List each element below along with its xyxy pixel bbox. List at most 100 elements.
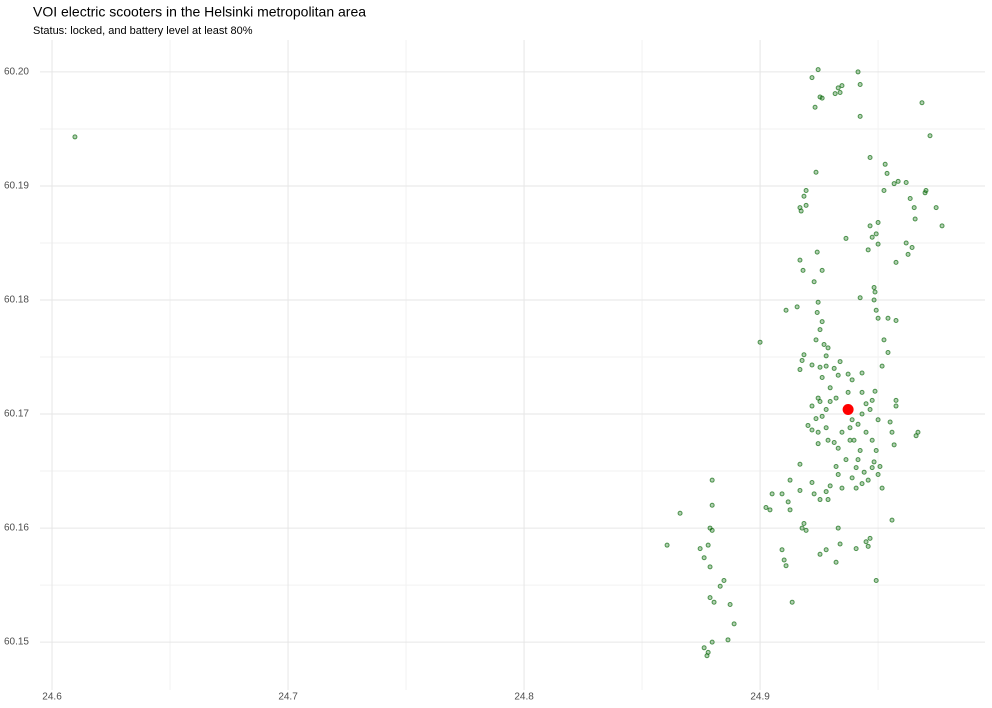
scooter-point <box>817 497 823 503</box>
scooter-point <box>817 327 823 333</box>
y-tick-label: 60.18 <box>4 295 29 306</box>
scooter-point <box>891 181 897 187</box>
scooter-point <box>869 234 875 240</box>
x-tick-label: 24.8 <box>514 692 534 703</box>
scooter-point <box>813 416 819 422</box>
scooter-point <box>859 411 865 417</box>
scooter-point <box>839 83 845 89</box>
highlight-point <box>842 403 854 415</box>
scooter-point <box>727 601 733 607</box>
scooter-point <box>664 542 670 548</box>
scooter-point <box>857 113 863 119</box>
scooter-point <box>865 247 871 253</box>
scooter-point <box>783 563 789 569</box>
scooter-point <box>872 289 878 295</box>
scooter-point <box>803 188 809 194</box>
scooter-point <box>927 133 933 139</box>
scooter-point <box>873 307 879 313</box>
scooter-point <box>903 180 909 186</box>
scooter-point <box>895 178 901 184</box>
scooter-point <box>819 375 825 381</box>
scooter-point <box>794 304 800 310</box>
scooter-point <box>871 297 877 303</box>
scooter-point <box>757 339 763 345</box>
scooter-point <box>725 637 731 643</box>
scooter-point <box>843 457 849 463</box>
scooter-point <box>833 395 839 401</box>
scooter-point <box>809 403 815 409</box>
scooter-point <box>855 457 861 463</box>
scooter-point <box>853 546 859 552</box>
scooter-point <box>825 345 831 351</box>
scooter-point <box>779 547 785 553</box>
scooter-point <box>857 448 863 454</box>
scooter-point <box>849 475 855 481</box>
scooter-point <box>839 485 845 491</box>
scooter-point <box>867 535 873 541</box>
scooter-point <box>823 547 829 553</box>
scooter-point <box>913 433 919 439</box>
scooter-point <box>863 429 869 435</box>
scooter-point <box>823 406 829 412</box>
scooter-point <box>933 205 939 211</box>
y-tick-label: 60.16 <box>4 523 29 534</box>
scooter-point <box>815 299 821 305</box>
scooter-point <box>845 389 851 395</box>
scooter-point <box>873 578 879 584</box>
scooter-point <box>731 621 737 627</box>
scooter-point <box>911 205 917 211</box>
scooter-point <box>847 437 853 443</box>
scooter-point <box>859 389 865 395</box>
scooter-point <box>893 403 899 409</box>
scooter-point <box>815 441 821 447</box>
scooter-point <box>863 539 869 545</box>
scooter-point <box>885 349 891 355</box>
scooter-point <box>922 190 928 196</box>
scooter-point <box>833 463 839 469</box>
scooter-point <box>867 406 873 412</box>
scooter-point <box>823 489 829 495</box>
scooter-point <box>779 491 785 497</box>
scooter-point <box>711 599 717 605</box>
scooter-point <box>893 259 899 265</box>
scooter-point <box>835 525 841 531</box>
scooter-point <box>797 257 803 263</box>
scooter-point <box>849 417 855 423</box>
scooter-point <box>875 315 881 321</box>
scooter-point <box>873 231 879 237</box>
scooter-point <box>837 89 843 95</box>
scooter-point <box>803 527 809 533</box>
scooter-point <box>811 279 817 285</box>
scooter-point <box>851 437 857 443</box>
scooter-point <box>881 188 887 194</box>
scooter-point <box>869 465 875 471</box>
scooter-point <box>797 461 803 467</box>
scooter-point <box>800 267 806 273</box>
scooter-point <box>817 551 823 557</box>
scooter-point <box>801 521 807 527</box>
scooter-point <box>709 639 715 645</box>
scooter-point <box>845 371 851 377</box>
scooter-point <box>707 595 713 601</box>
scooter-point <box>891 442 897 448</box>
scooter-point <box>823 363 829 369</box>
scooter-point <box>875 219 881 225</box>
scooter-point <box>814 310 820 316</box>
scooter-point <box>833 559 839 565</box>
scooter-point <box>835 372 841 378</box>
scooter-point <box>827 385 833 391</box>
scooter-point <box>912 216 918 222</box>
scooter-point <box>879 363 885 369</box>
scooter-point <box>893 397 899 403</box>
scooter-point <box>853 485 859 491</box>
scooter-point <box>882 161 888 167</box>
scooter-point <box>709 477 715 483</box>
scooter-point <box>819 413 825 419</box>
scooter-point <box>797 487 803 493</box>
scooter-point <box>789 599 795 605</box>
scooter-point <box>823 353 829 359</box>
scooter-point <box>815 429 821 435</box>
scooter-point <box>884 170 890 176</box>
scooter-point <box>835 85 841 91</box>
